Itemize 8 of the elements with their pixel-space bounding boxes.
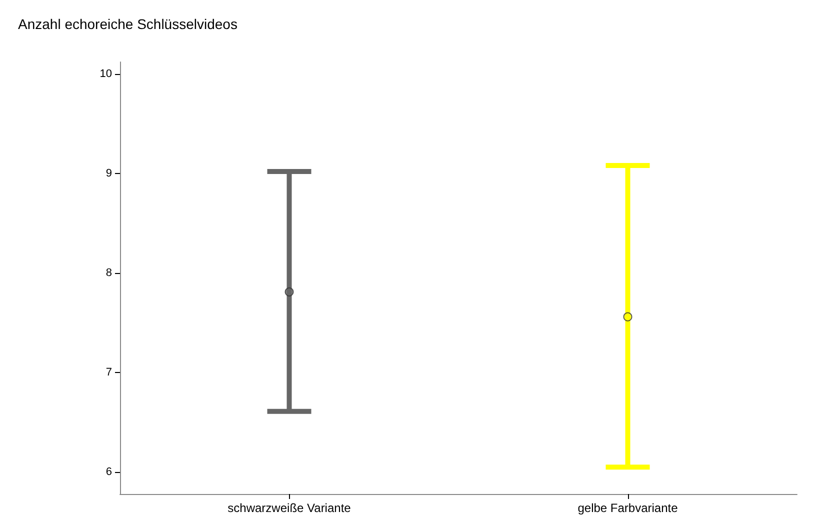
x-tick-label: gelbe Farbvariante <box>578 501 678 515</box>
y-tick-label: 6 <box>106 466 112 478</box>
y-tick-label: 7 <box>106 366 112 379</box>
y-tick-label: 8 <box>106 267 112 280</box>
y-tick-label: 10 <box>100 68 112 80</box>
y-tick-label: 9 <box>106 167 112 180</box>
x-tick-label: schwarzweiße Variante <box>228 501 352 515</box>
chart-title: Anzahl echoreiche Schlüsselvideos <box>18 16 238 32</box>
